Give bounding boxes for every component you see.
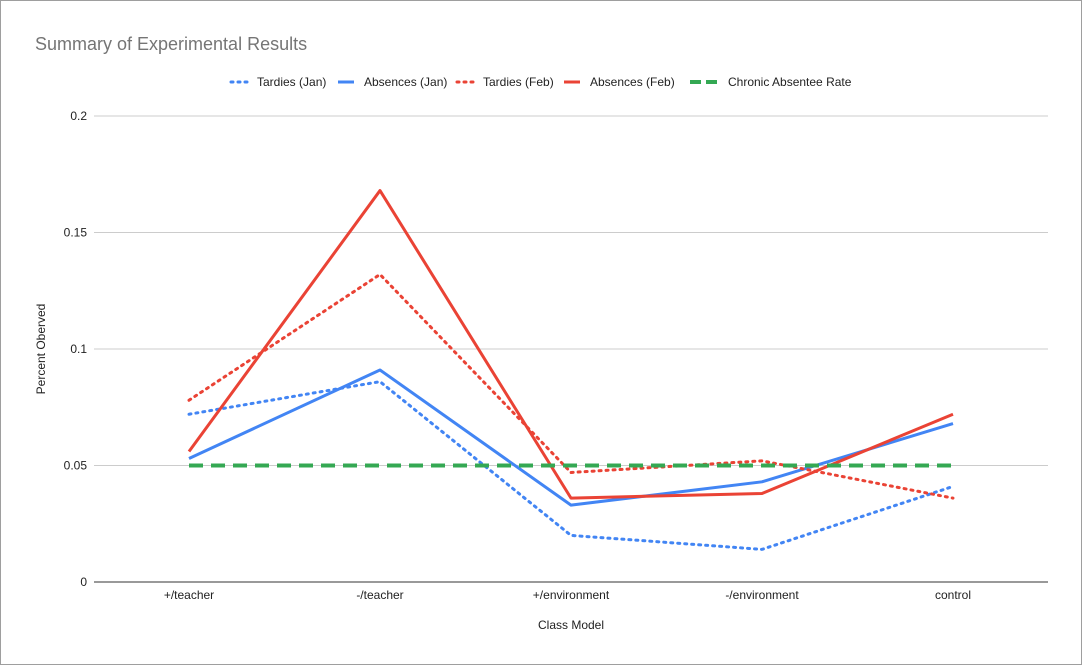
x-axis-ticks: +/teacher -/teacher +/environment -/environ…: [164, 588, 971, 602]
legend-label-absences-jan: Absences (Jan): [364, 75, 447, 89]
x-tick-label: -/environment: [725, 588, 799, 602]
x-tick-label: +/teacher: [164, 588, 214, 602]
y-tick-label: 0.1: [70, 342, 87, 356]
y-tick-label: 0.2: [70, 109, 87, 123]
series-lines: [187, 189, 955, 551]
x-tick-label: control: [935, 588, 971, 602]
gridlines: [94, 115, 1048, 583]
legend-label-tardies-jan: Tardies (Jan): [257, 75, 326, 89]
x-tick-label: -/teacher: [356, 588, 403, 602]
x-tick-label: +/environment: [533, 588, 610, 602]
y-axis-ticks: 0 0.05 0.1 0.15 0.2: [64, 109, 88, 589]
chart-title: Summary of Experimental Results: [35, 34, 308, 54]
y-tick-label: 0: [80, 575, 87, 589]
y-tick-label: 0.05: [64, 459, 88, 473]
series-line-absences-jan: [188, 368, 954, 507]
legend-label-absences-feb: Absences (Feb): [590, 75, 675, 89]
legend: Tardies (Jan) Absences (Jan) Tardies (Feb)…: [229, 75, 852, 89]
series-line-tardies-jan: [187, 380, 955, 551]
y-tick-label: 0.15: [64, 226, 88, 240]
series-line-absences-feb: [187, 189, 954, 500]
series-line-tardies-feb: [187, 272, 955, 500]
x-axis-title: Class Model: [538, 618, 604, 632]
legend-label-chronic-absentee-rate: Chronic Absentee Rate: [728, 75, 852, 89]
legend-label-tardies-feb: Tardies (Feb): [483, 75, 554, 89]
y-axis-title: Percent Oberved: [34, 304, 48, 395]
